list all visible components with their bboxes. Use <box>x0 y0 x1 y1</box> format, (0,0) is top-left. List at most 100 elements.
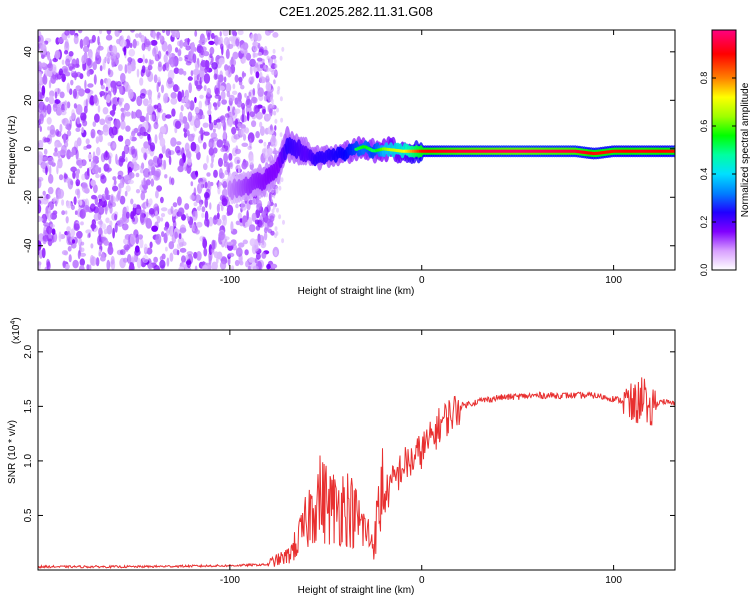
noise-blob <box>190 141 197 152</box>
noise-blob <box>263 231 268 241</box>
noise-blob <box>271 54 277 60</box>
noise-blob <box>129 42 133 49</box>
noise-blob <box>66 130 72 137</box>
noise-blob <box>146 247 153 255</box>
noise-blob <box>116 81 122 87</box>
noise-blob <box>57 37 64 44</box>
noise-blob <box>221 120 225 127</box>
noise-blob <box>274 233 277 239</box>
noise-blob <box>219 260 227 270</box>
noise-blob <box>112 227 115 239</box>
noise-blob <box>237 123 243 128</box>
noise-blob <box>178 233 182 240</box>
noise-blob <box>71 239 76 244</box>
noise-blob <box>201 37 208 43</box>
noise-blob <box>57 88 60 95</box>
noise-blob <box>146 104 153 115</box>
noise-blob <box>100 84 105 90</box>
noise-blob <box>53 151 59 157</box>
noise-blob <box>81 182 89 193</box>
noise-blob <box>123 46 127 56</box>
noise-blob <box>279 96 283 102</box>
noise-blob <box>281 46 285 52</box>
noise-blob <box>145 41 152 46</box>
noise-blob <box>191 133 196 138</box>
noise-blob <box>250 96 258 104</box>
spectrogram-marks <box>38 30 675 270</box>
noise-blob <box>201 206 206 213</box>
noise-blob <box>150 162 155 172</box>
noise-blob <box>38 30 42 37</box>
y-tick-label: 1.0 <box>23 454 34 468</box>
noise-blob <box>75 104 83 115</box>
noise-blob <box>268 191 272 203</box>
noise-blob <box>128 172 135 179</box>
noise-blob <box>153 203 160 215</box>
noise-blob <box>135 172 140 178</box>
noise-blob <box>246 111 250 122</box>
noise-blob <box>112 85 117 96</box>
noise-blob <box>148 97 153 105</box>
noise-blob <box>139 238 144 249</box>
noise-blob <box>86 70 91 77</box>
noise-blob <box>88 232 91 238</box>
noise-blob <box>202 236 206 242</box>
noise-blob <box>213 214 218 220</box>
noise-blob <box>42 190 46 196</box>
noise-blob <box>178 56 183 62</box>
noise-blob <box>252 198 257 206</box>
noise-blob <box>234 259 240 267</box>
noise-blob <box>274 63 278 69</box>
noise-blob <box>262 49 269 56</box>
noise-blob <box>279 132 283 138</box>
noise-blob <box>266 263 271 270</box>
noise-blob <box>254 62 259 68</box>
noise-blob <box>270 263 278 269</box>
noise-blob <box>133 127 139 134</box>
noise-blob <box>54 91 58 99</box>
noise-blob <box>235 220 241 226</box>
noise-blob <box>176 243 181 250</box>
noise-blob <box>46 51 50 60</box>
noise-blob <box>85 138 90 145</box>
noise-blob <box>256 104 263 109</box>
noise-blob <box>152 47 157 57</box>
noise-blob <box>241 142 249 147</box>
noise-blob <box>170 137 177 147</box>
noise-blob <box>160 84 165 94</box>
noise-blob <box>206 109 212 115</box>
noise-blob <box>58 174 64 181</box>
noise-blob <box>52 102 58 112</box>
noise-blob <box>65 177 71 184</box>
noise-blob <box>212 147 218 154</box>
noise-blob <box>249 64 253 76</box>
noise-blob <box>42 75 48 85</box>
noise-blob <box>210 32 215 40</box>
noise-blob <box>198 181 204 190</box>
noise-blob <box>80 241 85 246</box>
noise-blob <box>203 163 208 171</box>
noise-blob <box>270 98 274 104</box>
noise-blob <box>232 106 236 116</box>
noise-blob <box>165 148 172 159</box>
noise-blob <box>163 93 168 104</box>
noise-blob <box>80 221 84 226</box>
noise-blob <box>163 232 168 244</box>
noise-blob <box>38 199 42 205</box>
noise-blob <box>95 257 100 267</box>
noise-blob <box>230 221 234 232</box>
noise-blob <box>122 257 128 263</box>
noise-blob <box>203 85 207 92</box>
noise-blob <box>97 35 100 46</box>
noise-blob <box>211 137 219 142</box>
noise-blob <box>54 50 61 60</box>
noise-blob <box>90 243 94 249</box>
noise-blob <box>156 185 163 192</box>
noise-blob <box>218 85 225 91</box>
noise-blob <box>100 255 106 262</box>
noise-blob <box>187 156 192 166</box>
noise-blob <box>88 264 92 270</box>
noise-blob <box>168 241 175 250</box>
noise-blob <box>70 204 75 211</box>
noise-blob <box>237 164 241 174</box>
